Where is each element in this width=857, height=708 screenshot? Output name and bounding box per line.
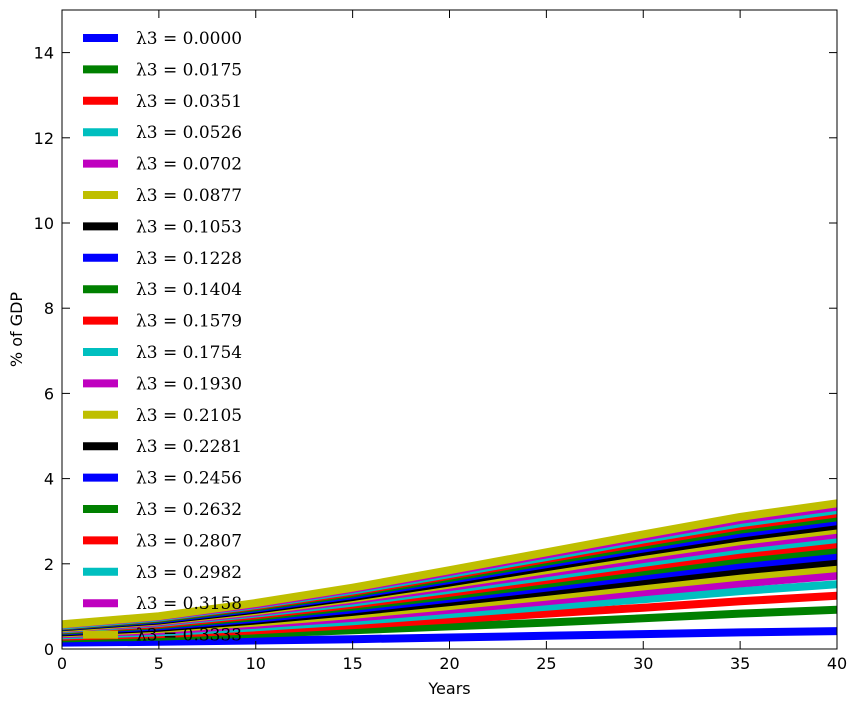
y-axis: 0 2 4 6 8 10 12 14 xyxy=(34,44,837,659)
x-tick-label: 30 xyxy=(633,654,653,673)
legend-label-7: λ3 = 0.1228 xyxy=(136,249,242,269)
y-tick-label: 6 xyxy=(44,384,54,403)
legend-label-0: λ3 = 0.0000 xyxy=(136,29,242,49)
x-tick-label: 5 xyxy=(154,654,164,673)
legend-label-15: λ3 = 0.2632 xyxy=(136,500,242,520)
legend-label-14: λ3 = 0.2456 xyxy=(136,469,242,489)
y-tick-label: 4 xyxy=(44,470,54,489)
series-line-19 xyxy=(62,499,837,629)
y-axis-label: % of GDP xyxy=(7,292,26,368)
legend-label-16: λ3 = 0.2807 xyxy=(136,531,242,551)
x-tick-label: 15 xyxy=(342,654,362,673)
legend-label-9: λ3 = 0.1579 xyxy=(136,312,242,332)
legend-label-13: λ3 = 0.2281 xyxy=(136,437,242,457)
x-tick-label: 35 xyxy=(730,654,750,673)
y-tick-label: 12 xyxy=(34,129,54,148)
x-tick-label: 20 xyxy=(439,654,459,673)
legend-label-12: λ3 = 0.2105 xyxy=(136,406,242,426)
y-tick-label: 2 xyxy=(44,555,54,574)
legend: λ3 = 0.0000 λ3 = 0.0175 λ3 = 0.0351 λ3 = 0.… xyxy=(83,29,242,646)
legend-label-2: λ3 = 0.0351 xyxy=(136,92,242,112)
x-axis-label: Years xyxy=(427,679,470,698)
legend-label-17: λ3 = 0.2982 xyxy=(136,563,242,583)
y-tick-label: 8 xyxy=(44,299,54,318)
legend-label-4: λ3 = 0.0702 xyxy=(136,155,242,175)
x-tick-label: 40 xyxy=(827,654,847,673)
legend-label-5: λ3 = 0.0877 xyxy=(136,186,242,206)
legend-label-19: λ3 = 0.3333 xyxy=(136,626,242,646)
legend-label-11: λ3 = 0.1930 xyxy=(136,374,242,394)
x-tick-label: 0 xyxy=(57,654,67,673)
legend-label-10: λ3 = 0.1754 xyxy=(136,343,242,363)
x-axis: 0 5 10 15 20 25 30 35 40 xyxy=(57,10,847,673)
y-tick-label: 14 xyxy=(34,44,54,63)
x-tick-label: 10 xyxy=(246,654,266,673)
legend-label-3: λ3 = 0.0526 xyxy=(136,123,242,143)
x-tick-label: 25 xyxy=(536,654,556,673)
legend-label-18: λ3 = 0.3158 xyxy=(136,594,242,614)
series-layer xyxy=(62,499,837,647)
y-tick-label: 10 xyxy=(34,214,54,233)
y-tick-label: 0 xyxy=(44,640,54,659)
legend-label-6: λ3 = 0.1053 xyxy=(136,217,242,237)
series-line-0 xyxy=(62,627,837,647)
legend-label-8: λ3 = 0.1404 xyxy=(136,280,242,300)
legend-label-1: λ3 = 0.0175 xyxy=(136,60,242,80)
